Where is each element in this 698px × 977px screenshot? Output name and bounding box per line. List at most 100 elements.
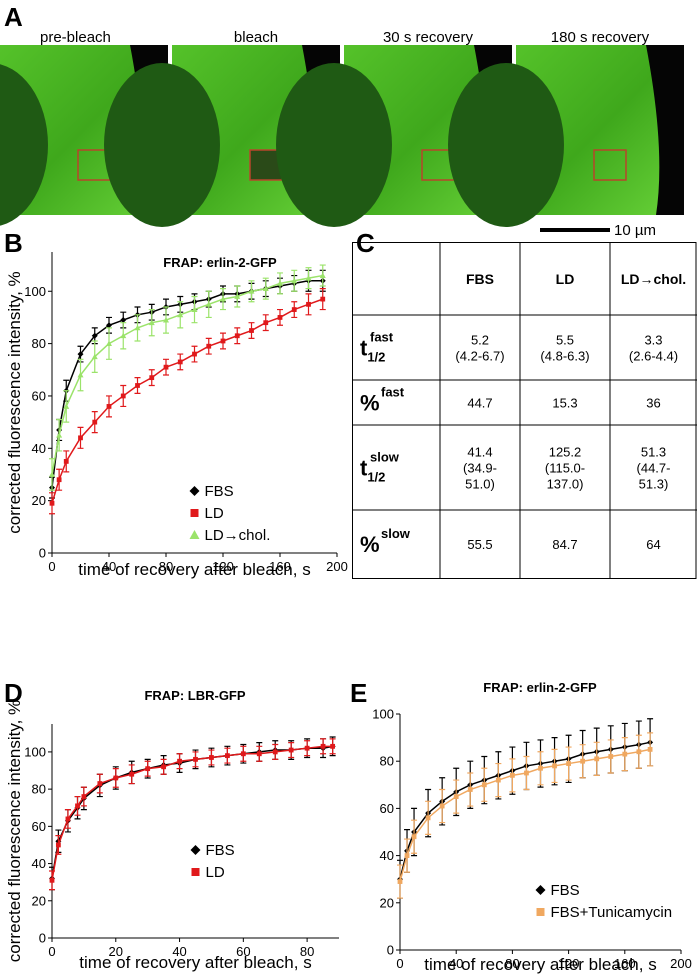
legend-label: FBS bbox=[551, 882, 580, 899]
marker bbox=[220, 296, 226, 302]
legend-marker bbox=[191, 868, 200, 876]
chart-title: FRAP: erlin-2-GFP bbox=[163, 255, 277, 270]
panel-label: E bbox=[350, 678, 367, 708]
marker bbox=[97, 781, 103, 786]
legend-label: LD bbox=[206, 864, 225, 881]
marker bbox=[234, 333, 240, 339]
legend-marker bbox=[189, 486, 200, 496]
marker bbox=[306, 301, 311, 307]
marker bbox=[320, 296, 326, 302]
marker bbox=[425, 815, 431, 821]
x-axis-label: time of recovery after bleach, s bbox=[424, 955, 656, 974]
legend: FBS FBS+Tunicamycin bbox=[535, 882, 672, 921]
table-cell: 137.0) bbox=[547, 477, 584, 492]
x-tick-label: 40 bbox=[449, 956, 463, 971]
marker bbox=[145, 766, 151, 772]
marker bbox=[177, 359, 183, 365]
row-label: % bbox=[360, 532, 380, 557]
y-tick-label: 0 bbox=[39, 546, 46, 561]
y-tick-label: 40 bbox=[380, 848, 394, 863]
marker bbox=[224, 753, 230, 759]
series bbox=[49, 288, 326, 515]
x-tick-label: 160 bbox=[614, 956, 636, 971]
marker bbox=[78, 435, 83, 441]
legend-label: FBS bbox=[206, 842, 235, 859]
marker bbox=[263, 320, 269, 326]
marker bbox=[77, 351, 84, 358]
marker bbox=[248, 288, 255, 294]
table: FBS LD LD→chol.t1/2fast 5.2(4.2-6.7)5.5(4.8… bbox=[352, 242, 697, 579]
row-label: t bbox=[360, 336, 368, 361]
y-axis-label: corrected fluorescence intensity, % bbox=[5, 700, 24, 962]
marker bbox=[191, 306, 198, 312]
marker bbox=[319, 272, 326, 278]
table-cell: (44.7- bbox=[637, 461, 671, 476]
marker bbox=[193, 756, 198, 762]
marker bbox=[135, 383, 140, 388]
y-tick-label: 20 bbox=[32, 893, 46, 908]
x-tick-label: 80 bbox=[300, 944, 314, 959]
series bbox=[49, 269, 326, 499]
table-cell: 84.7 bbox=[552, 537, 577, 552]
table-cell: (115.0- bbox=[545, 461, 585, 476]
y-tick-label: 20 bbox=[380, 895, 394, 910]
row-label: t bbox=[360, 456, 368, 481]
x-axis-label: time of recovery after bleach, s bbox=[79, 953, 311, 972]
marker bbox=[56, 477, 62, 483]
marker bbox=[249, 328, 254, 333]
marker bbox=[397, 879, 403, 884]
marker bbox=[65, 816, 71, 822]
marker bbox=[134, 324, 141, 331]
marker bbox=[106, 322, 112, 329]
marker bbox=[148, 319, 155, 326]
marker bbox=[120, 317, 127, 324]
marker bbox=[209, 755, 214, 760]
table-border bbox=[352, 242, 697, 579]
marker bbox=[120, 393, 126, 399]
y-tick-label: 40 bbox=[32, 441, 46, 456]
table-cell: 36 bbox=[646, 396, 660, 411]
marker bbox=[81, 794, 87, 799]
table-cell: (2.6-4.4) bbox=[629, 349, 678, 364]
table-cell: 55.5 bbox=[467, 537, 492, 552]
marker bbox=[495, 777, 501, 783]
chart: FRAP: erlin-2-GFP 0 20 40 60 80 100 0 40 80 120 160… bbox=[372, 680, 692, 974]
legend-label: LD→chol. bbox=[205, 527, 271, 544]
marker bbox=[192, 351, 197, 357]
marker bbox=[256, 751, 262, 757]
nucleus bbox=[448, 63, 564, 227]
nucleus bbox=[276, 63, 392, 227]
y-tick-label: 0 bbox=[387, 943, 394, 958]
chart-title: FRAP: LBR-GFP bbox=[144, 688, 245, 703]
series bbox=[397, 718, 654, 899]
x-tick-label: 60 bbox=[236, 944, 250, 959]
x-tick-label: 0 bbox=[48, 944, 55, 959]
marker bbox=[55, 842, 61, 848]
nucleus bbox=[104, 63, 220, 227]
marker bbox=[552, 763, 557, 769]
column-header: LD bbox=[556, 271, 575, 287]
series-line bbox=[399, 748, 651, 882]
image-caption: 30 s recovery bbox=[383, 29, 474, 46]
series bbox=[49, 264, 326, 491]
y-axis-label: corrected fluorescence intensity, % bbox=[5, 271, 24, 533]
table-cell: 5.5 bbox=[556, 333, 574, 348]
marker bbox=[404, 853, 410, 858]
marker bbox=[77, 372, 84, 378]
marker bbox=[163, 317, 169, 323]
x-tick-label: 80 bbox=[505, 956, 519, 971]
marker bbox=[92, 419, 98, 425]
panel-label: B bbox=[4, 228, 23, 258]
marker bbox=[647, 747, 653, 752]
marker bbox=[113, 775, 119, 781]
marker bbox=[120, 332, 127, 339]
marker bbox=[262, 285, 269, 292]
series bbox=[397, 732, 654, 899]
marker bbox=[49, 471, 55, 477]
x-tick-label: 120 bbox=[212, 559, 234, 574]
marker bbox=[467, 787, 473, 792]
marker bbox=[272, 749, 278, 755]
marker bbox=[277, 280, 283, 286]
marker bbox=[240, 751, 246, 757]
